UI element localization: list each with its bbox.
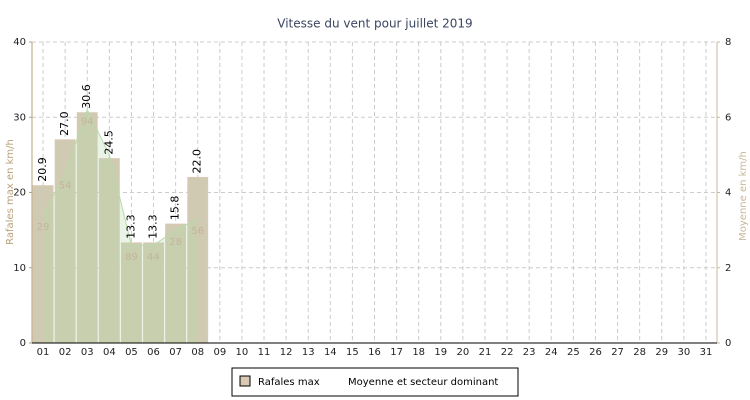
- value-label: 30.6: [80, 84, 93, 109]
- x-tick-label: 10: [236, 347, 249, 358]
- x-tick-label: 06: [147, 347, 160, 358]
- y2-tick-label: 6: [725, 112, 731, 123]
- x-tick-label: 17: [390, 347, 403, 358]
- x-tick-label: 05: [125, 347, 138, 358]
- x-tick-label: 07: [169, 347, 182, 358]
- legend-swatch: [239, 375, 251, 387]
- x-tick-label: 28: [633, 347, 646, 358]
- sector-label: 29: [37, 222, 50, 233]
- sector-label: 44: [147, 252, 160, 263]
- x-tick-label: 01: [37, 347, 50, 358]
- y2-tick-label: 8: [725, 37, 731, 48]
- value-label: 20.9: [36, 157, 49, 182]
- sector-label: 94: [81, 117, 94, 128]
- x-tick-label: 27: [611, 347, 624, 358]
- legend-label: Moyenne et secteur dominant: [348, 377, 498, 388]
- x-tick-label: 09: [213, 347, 226, 358]
- x-tick-label: 11: [258, 347, 271, 358]
- x-tick-label: 12: [280, 347, 293, 358]
- value-label: 13.3: [147, 214, 160, 239]
- y2-tick-label: 2: [725, 263, 731, 274]
- y-tick-label: 10: [13, 263, 26, 274]
- x-tick-label: 15: [346, 347, 359, 358]
- x-tick-label: 23: [523, 347, 536, 358]
- x-tick-label: 20: [457, 347, 470, 358]
- x-tick-label: 02: [59, 347, 72, 358]
- y-tick-label: 20: [13, 188, 26, 199]
- y2-axis-label: Moyenne en km/h: [738, 151, 749, 241]
- x-tick-label: 13: [302, 347, 315, 358]
- y2-tick-label: 4: [725, 188, 731, 199]
- x-tick-label: 25: [567, 347, 580, 358]
- sector-label: 54: [59, 181, 72, 192]
- x-tick-label: 04: [103, 347, 116, 358]
- line: [42, 108, 198, 246]
- area: [43, 109, 198, 343]
- y2-tick-label: 0: [725, 338, 731, 349]
- chart-title: Vitesse du vent pour juillet 2019: [277, 17, 472, 31]
- value-label: 13.3: [124, 214, 137, 239]
- legend-label: Rafales max: [258, 377, 320, 388]
- x-tick-label: 08: [191, 347, 204, 358]
- y-tick-label: 30: [13, 112, 26, 123]
- sector-label: 56: [191, 226, 204, 237]
- x-tick-label: 03: [81, 347, 94, 358]
- legend: [231, 367, 519, 397]
- x-tick-label: 29: [655, 347, 668, 358]
- y-tick-label: 40: [13, 37, 26, 48]
- value-label: 15.8: [169, 196, 182, 221]
- y-tick-label: 0: [20, 338, 26, 349]
- x-tick-label: 16: [368, 347, 381, 358]
- x-tick-label: 30: [677, 347, 690, 358]
- sector-label: 89: [125, 252, 138, 263]
- value-label: 22.0: [191, 149, 204, 174]
- sector-label: 28: [169, 237, 182, 248]
- y-axis-label: Rafales max en km/h: [5, 139, 16, 245]
- x-tick-label: 31: [700, 347, 713, 358]
- x-tick-label: 26: [589, 347, 602, 358]
- x-tick-label: 19: [434, 347, 447, 358]
- x-tick-label: 21: [479, 347, 492, 358]
- x-tick-label: 14: [324, 347, 337, 358]
- x-tick-label: 24: [545, 347, 558, 358]
- value-label: 24.5: [102, 130, 115, 155]
- x-tick-label: 22: [501, 347, 514, 358]
- x-tick-label: 18: [412, 347, 425, 358]
- value-label: 27.0: [58, 111, 71, 136]
